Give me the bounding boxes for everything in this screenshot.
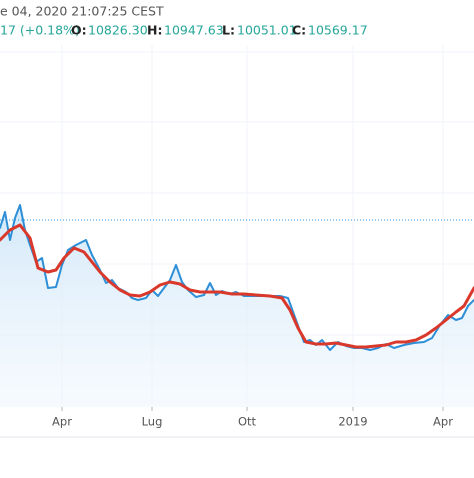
open-value: 10826.30 bbox=[88, 23, 148, 38]
datetime: e 04, 2020 21:07:25 CEST bbox=[0, 4, 164, 19]
close-label: C: bbox=[292, 23, 306, 38]
area bbox=[0, 205, 474, 407]
close-value: 10569.17 bbox=[308, 23, 368, 38]
plot-area bbox=[0, 204, 474, 407]
line bbox=[0, 223, 474, 349]
x-tick-label: Lug bbox=[142, 415, 163, 429]
low-label: L: bbox=[222, 23, 235, 38]
low-value: 10051.01 bbox=[237, 23, 297, 38]
high-label: H: bbox=[147, 23, 162, 38]
open-label: O: bbox=[71, 23, 87, 38]
x-tick-label: Apr bbox=[52, 415, 72, 429]
x-tick-label: Apr bbox=[433, 415, 453, 429]
high-value: 10947.63 bbox=[164, 23, 224, 38]
change: 17 (+0.18%) bbox=[0, 23, 80, 38]
header: e 04, 2020 21:07:25 CEST 17 (+0.18%) O: … bbox=[0, 4, 368, 38]
x-tick-label: 2019 bbox=[338, 415, 367, 429]
x-tick-label: Ott bbox=[238, 415, 257, 429]
